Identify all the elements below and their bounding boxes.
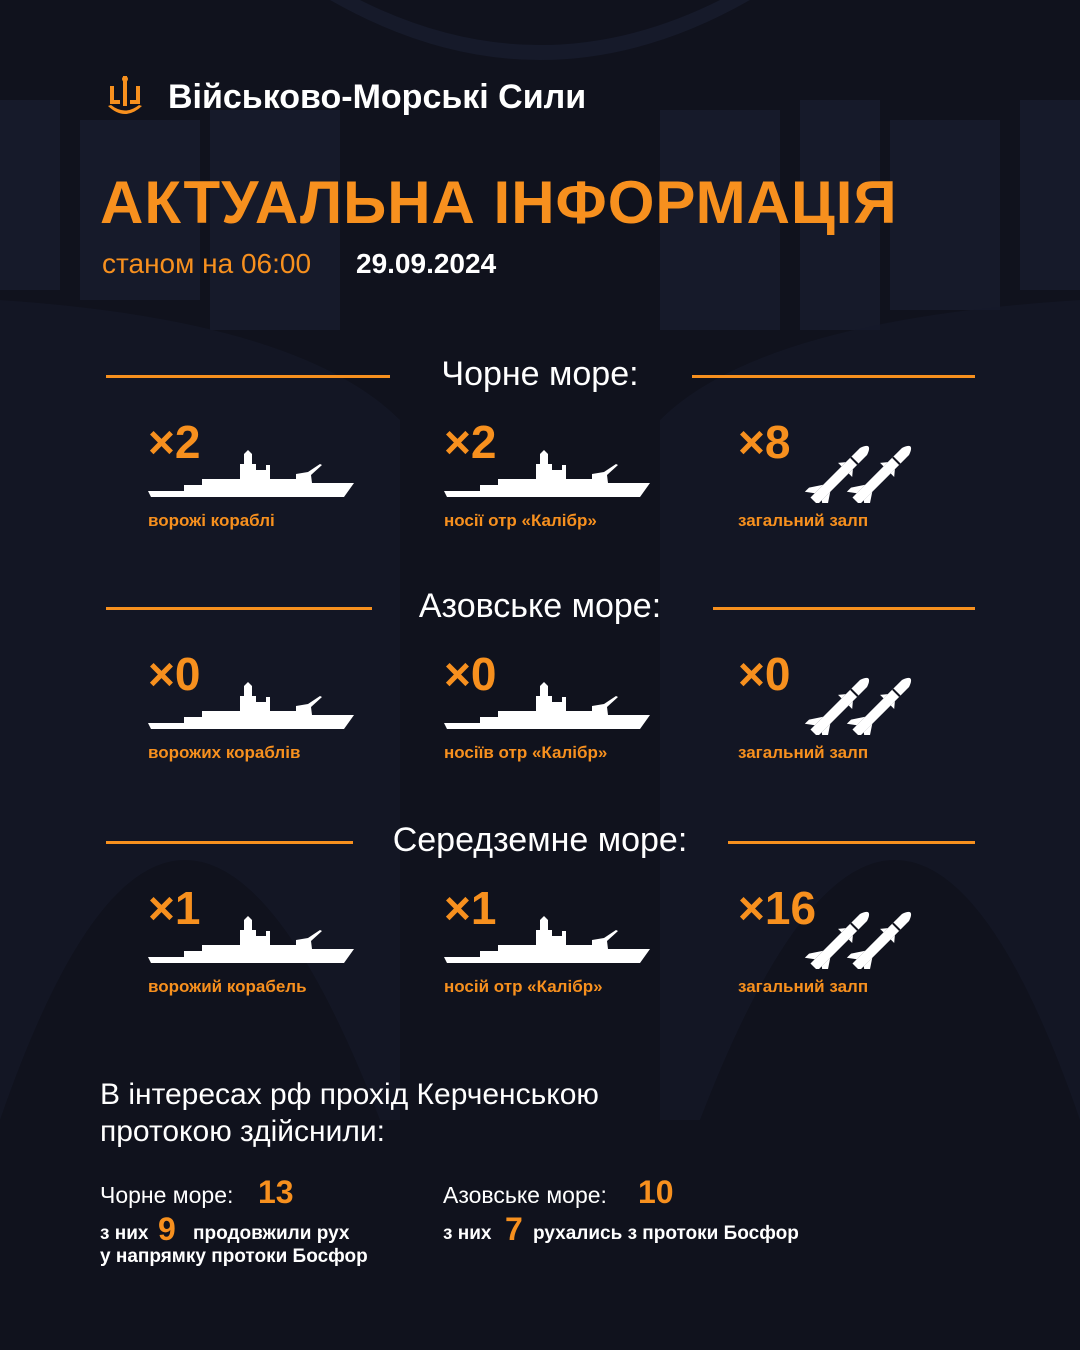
kerch-black-num: 9 bbox=[158, 1211, 176, 1247]
item-label: загальний залп bbox=[738, 743, 869, 762]
missiles-icon bbox=[794, 423, 914, 511]
report-date: 29.09.2024 bbox=[356, 248, 497, 279]
section-title: Азовське море: bbox=[418, 587, 662, 625]
section-title: Середземне море: bbox=[392, 821, 688, 859]
page-title: АКТУАЛЬНА ІНФОРМАЦІЯ bbox=[100, 169, 898, 236]
ship-icon bbox=[148, 916, 356, 966]
divider bbox=[713, 607, 975, 610]
as-of-label: станом на 06:00 bbox=[102, 248, 312, 279]
item-count: ×2 bbox=[444, 416, 497, 468]
divider bbox=[106, 375, 390, 378]
divider bbox=[106, 607, 372, 610]
kerch-azov-pre: з них bbox=[443, 1223, 492, 1244]
divider bbox=[106, 841, 353, 844]
kerch-black-value: 13 bbox=[258, 1174, 294, 1210]
kerch-azov-num: 7 bbox=[505, 1211, 523, 1247]
item-label: ворожі кораблі bbox=[148, 511, 275, 530]
kerch-black-pre: з них bbox=[100, 1223, 149, 1244]
item-label: носій отр «Калібр» bbox=[444, 977, 603, 996]
divider bbox=[692, 375, 975, 378]
kerch-black-post2: у напрямку протоки Босфор bbox=[100, 1246, 368, 1267]
kerch-azov-value: 10 bbox=[638, 1174, 674, 1210]
kerch-azov-post: рухались з протоки Босфор bbox=[533, 1223, 799, 1244]
kerch-text-line2: протокою здійснили: bbox=[100, 1115, 385, 1148]
kerch-black-post: продовжили рух bbox=[193, 1223, 350, 1244]
divider bbox=[728, 841, 975, 844]
ship-icon bbox=[444, 450, 652, 500]
item-count: ×8 bbox=[738, 416, 791, 468]
item-label: носії отр «Калібр» bbox=[444, 511, 597, 530]
ship-icon bbox=[148, 450, 356, 500]
item-count: ×0 bbox=[148, 648, 201, 700]
section-title: Чорне море: bbox=[441, 355, 639, 393]
item-count: ×0 bbox=[444, 648, 497, 700]
ship-icon bbox=[444, 916, 652, 966]
item-count: ×16 bbox=[738, 882, 817, 934]
navy-trident-logo bbox=[108, 76, 142, 114]
item-label: ворожих кораблів bbox=[148, 743, 301, 762]
ship-icon bbox=[444, 682, 652, 732]
kerch-black-label: Чорне море: bbox=[100, 1182, 234, 1208]
missiles-icon bbox=[794, 655, 914, 743]
item-count: ×1 bbox=[148, 882, 201, 934]
item-count: ×0 bbox=[738, 648, 791, 700]
kerch-azov-label: Азовське море: bbox=[443, 1182, 607, 1208]
kerch-text-line1: В інтересах рф прохід Керченською bbox=[100, 1078, 599, 1111]
item-label: загальний залп bbox=[738, 977, 869, 996]
ship-icon bbox=[148, 682, 356, 732]
item-label: носіїв отр «Калібр» bbox=[444, 743, 608, 762]
missiles-icon bbox=[794, 889, 914, 977]
brand-name: Військово-Морські Сили bbox=[168, 78, 587, 116]
item-count: ×2 bbox=[148, 416, 201, 468]
item-label: загальний залп bbox=[738, 511, 869, 530]
item-count: ×1 bbox=[444, 882, 497, 934]
item-label: ворожий корабель bbox=[148, 977, 307, 996]
